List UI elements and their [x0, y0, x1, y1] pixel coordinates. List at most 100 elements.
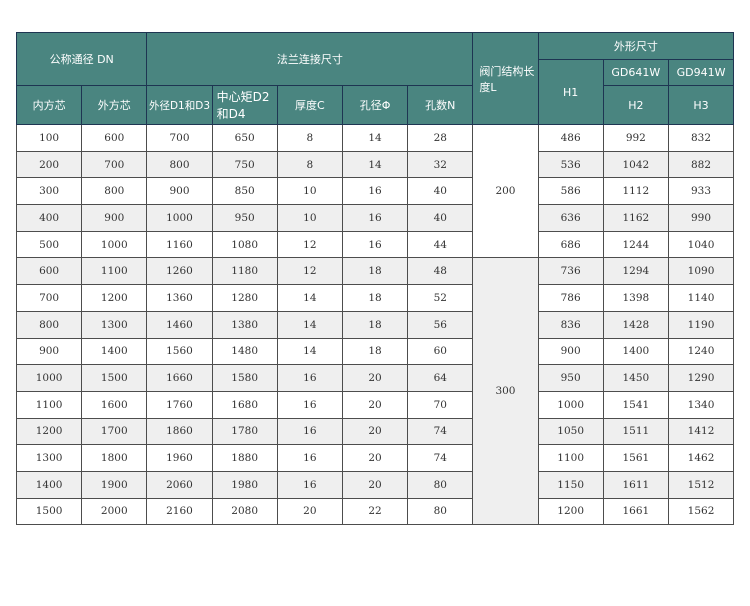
table-cell: 400 [15, 204, 83, 232]
table-cell: 14 [341, 150, 409, 179]
table-cell: 800 [81, 177, 148, 206]
spec-table: 公称通径 DN 法兰连接尺寸 阀门结构长度L 外形尺寸 H1 GD641W GD… [15, 32, 735, 526]
table-cell: 1780 [211, 417, 278, 446]
table-cell: 16 [276, 444, 343, 472]
table-cell: 1700 [81, 417, 148, 446]
table-cell: 22 [341, 497, 409, 526]
table-cell: 786 [537, 284, 604, 312]
table-cell: 1162 [602, 204, 669, 232]
table-cell: 16 [341, 204, 409, 232]
table-cell: 1900 [81, 470, 148, 499]
table-cell: 850 [211, 177, 278, 206]
table-cell: 700 [146, 124, 213, 152]
table-cell: 10 [276, 177, 343, 206]
table-cell: 950 [211, 204, 278, 232]
table-cell: 836 [537, 310, 604, 339]
table-cell: 28 [407, 124, 474, 152]
table-cell: 600 [81, 124, 148, 152]
table-cell: 1290 [667, 364, 735, 392]
table-cell: 750 [211, 150, 278, 179]
table-cell: 1100 [81, 257, 148, 286]
table-cell: 650 [211, 124, 278, 152]
table-cell: 40 [407, 204, 474, 232]
table-cell: 1760 [146, 390, 213, 419]
table-cell: 933 [667, 177, 735, 206]
table-cell: 14 [276, 284, 343, 312]
table-cell: 700 [15, 284, 83, 312]
table-row: 900 1400 1560 1480 14 18 60 900 1400 1240 [15, 337, 735, 366]
header-h1: H1 [537, 59, 604, 125]
table-cell: 1561 [602, 444, 669, 472]
table-cell: 14 [341, 124, 409, 152]
table-cell: 100 [15, 124, 83, 152]
table-cell: 64 [407, 364, 474, 392]
table-cell: 832 [667, 124, 735, 152]
table-cell: 16 [276, 390, 343, 419]
table-row: 600 1100 1260 1180 12 18 48 300 736 1294 1090 [15, 257, 735, 526]
table-cell: 1190 [667, 310, 735, 339]
table-cell: 18 [341, 337, 409, 366]
table-cell: 70 [407, 390, 474, 419]
table-cell: 48 [407, 257, 474, 286]
table-cell: 1294 [602, 257, 669, 286]
table-cell: 2160 [146, 497, 213, 526]
table-cell: 60 [407, 337, 474, 366]
table-row: 1000 1500 1660 1580 16 20 64 950 1450 1290 [15, 364, 735, 392]
table-cell: 1512 [667, 470, 735, 499]
table-cell: 1600 [81, 390, 148, 419]
table-row: 1200 1700 1860 1780 16 20 74 1050 1511 1412 [15, 417, 735, 446]
table-cell: 16 [276, 364, 343, 392]
table-cell: 1000 [537, 390, 604, 419]
table-cell: 1450 [602, 364, 669, 392]
table-cell: 20 [341, 417, 409, 446]
table-cell: 636 [537, 204, 604, 232]
header-h3: H3 [667, 85, 735, 125]
table-cell: 1280 [211, 284, 278, 312]
table-cell: 18 [341, 284, 409, 312]
table-cell: 1500 [81, 364, 148, 392]
header-nominal: 公称通径 DN [15, 32, 148, 86]
table-cell: 80 [407, 470, 474, 499]
table-cell: 1500 [15, 497, 83, 526]
table-cell: 1090 [667, 257, 735, 286]
table-cell: 1562 [667, 497, 735, 526]
table-row: 200 700 800 750 8 14 32 536 1042 882 [15, 150, 735, 179]
table-cell: 1980 [211, 470, 278, 499]
table-cell: 1560 [146, 337, 213, 366]
table-cell: 882 [667, 150, 735, 179]
table-cell: 600 [15, 257, 83, 286]
header-outer: 外方芯 [81, 85, 148, 125]
header-c: 厚度C [276, 85, 343, 125]
table-row: 1400 1900 2060 1980 16 20 80 1150 1611 1512 [15, 470, 735, 499]
table-cell: 900 [146, 177, 213, 206]
table-row: 800 1300 1460 1380 14 18 56 836 1428 1190 [15, 310, 735, 339]
table-cell: 990 [667, 204, 735, 232]
table-cell: 486 [537, 124, 604, 152]
table-row: 500 1000 1160 1080 12 16 44 686 1244 1040 [15, 230, 735, 259]
header-gd941: GD941W [667, 59, 735, 86]
table-cell: 1260 [146, 257, 213, 286]
table-cell: 1000 [15, 364, 83, 392]
table-cell: 1511 [602, 417, 669, 446]
table-cell: 736 [537, 257, 604, 286]
table-cell: 14 [276, 310, 343, 339]
table-cell: 1412 [667, 417, 735, 446]
table-cell: 1460 [146, 310, 213, 339]
table-cell: 1112 [602, 177, 669, 206]
table-row: 1100 1600 1760 1680 16 20 70 1000 1541 1340 [15, 390, 735, 419]
header-h2: H2 [602, 85, 669, 125]
header-d2: 中心矩D2和D4 [211, 85, 278, 125]
table-cell: 992 [602, 124, 669, 152]
header-phi: 孔径Φ [341, 85, 409, 125]
cell-length: 200 [472, 123, 539, 259]
table-cell: 20 [341, 364, 409, 392]
table-cell: 8 [276, 124, 343, 152]
table-cell: 80 [407, 497, 474, 526]
header-flange: 法兰连接尺寸 [146, 32, 474, 86]
table-row: 100 600 700 650 8 14 28 200 486 992 832 [15, 123, 735, 259]
table-cell: 1660 [146, 364, 213, 392]
table-cell: 1661 [602, 497, 669, 526]
table-cell: 1880 [211, 444, 278, 472]
table-cell: 14 [276, 337, 343, 366]
table-cell: 1140 [667, 284, 735, 312]
